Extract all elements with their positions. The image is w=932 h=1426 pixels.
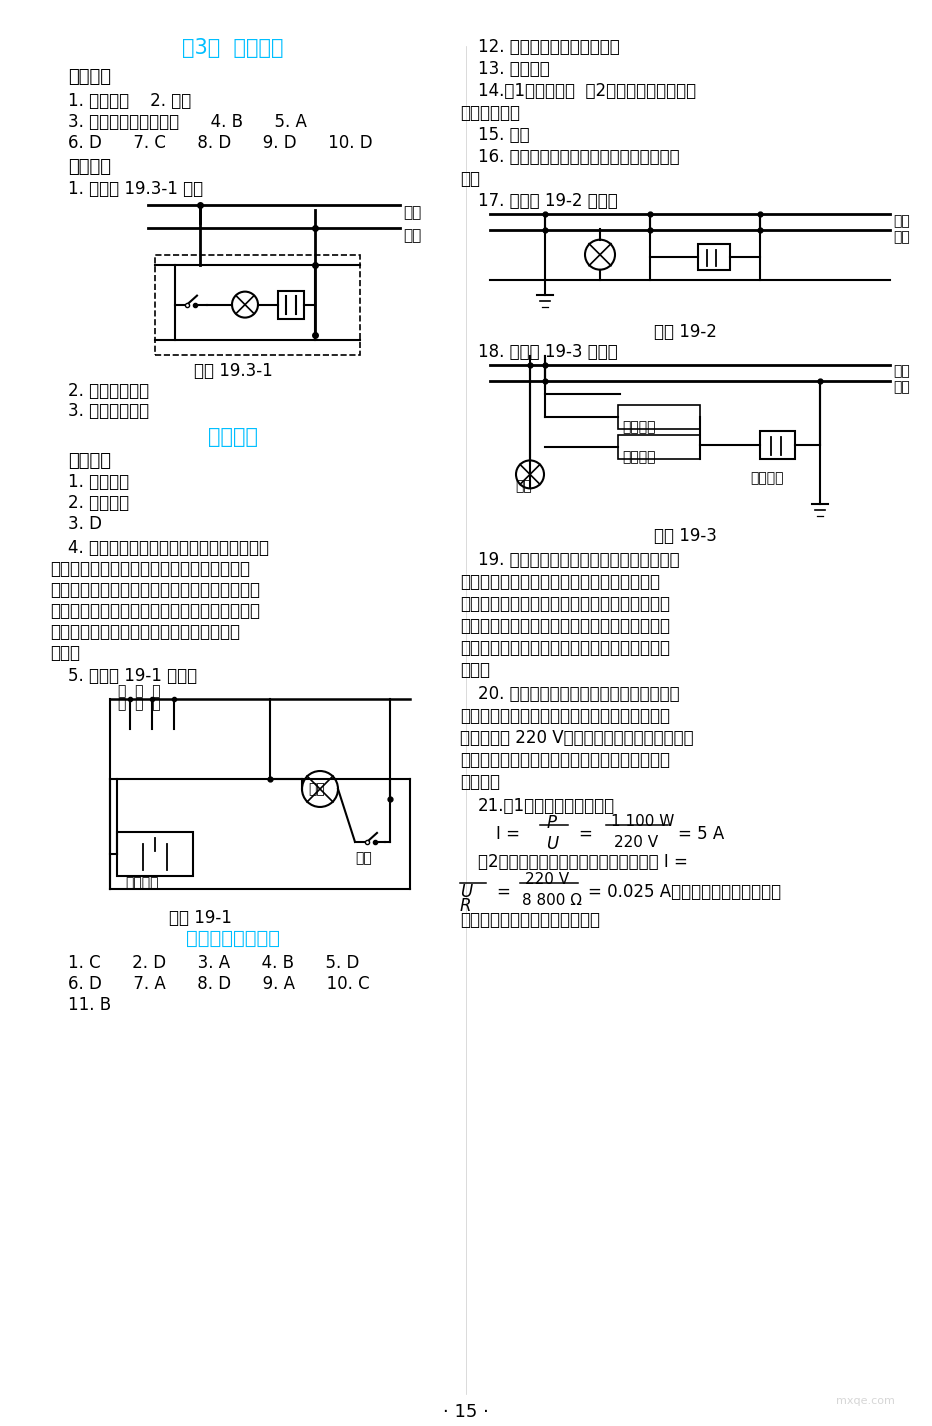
Text: 答图 19-3: 答图 19-3 — [653, 528, 717, 545]
Text: 原因是左边鸟与灯泡并联，电路一旦接通，其两: 原因是左边鸟与灯泡并联，电路一旦接通，其两 — [460, 707, 670, 724]
Text: 11. B: 11. B — [68, 995, 111, 1014]
Text: 4. 提示：家庭电路中的燕丝燕断是电流过大: 4. 提示：家庭电路中的燕丝燕断是电流过大 — [68, 539, 269, 558]
Text: 6. D      7. C      8. D      9. D      10. D: 6. D 7. C 8. D 9. D 10. D — [68, 134, 373, 151]
Text: U: U — [546, 836, 558, 853]
Text: 21.（1）通过燕丝的电流为: 21.（1）通过燕丝的电流为 — [478, 797, 615, 816]
Text: 原因。: 原因。 — [50, 645, 80, 662]
Text: 中考链接: 中考链接 — [68, 452, 111, 471]
Text: 1 100 W: 1 100 W — [611, 814, 675, 829]
Text: 的燕断电流，因此燕丝不会断。: 的燕断电流，因此燕丝不会断。 — [460, 911, 600, 928]
Text: 基础巩固: 基础巩固 — [68, 68, 111, 86]
Text: 火线: 火线 — [403, 205, 421, 220]
Text: 事故。: 事故。 — [460, 662, 490, 679]
Text: · 15 ·: · 15 · — [443, 1403, 489, 1422]
Text: 12. 电能表；总开关；保险盒: 12. 电能表；总开关；保险盒 — [478, 39, 620, 56]
Text: 引起的，造成电路中电流过大的原因可能是短: 引起的，造成电路中电流过大的原因可能是短 — [50, 560, 250, 579]
Text: 第3节  安全用电: 第3节 安全用电 — [183, 39, 283, 58]
Text: 220 V: 220 V — [614, 836, 658, 850]
Bar — [698, 244, 730, 270]
Text: = 0.025 A，这个电流远远低于燕丝: = 0.025 A，这个电流远远低于燕丝 — [588, 883, 781, 901]
Text: 零线: 零线 — [893, 230, 910, 244]
Text: 答图 19-2: 答图 19-2 — [653, 322, 717, 341]
Bar — [117, 831, 193, 876]
Text: 220 V: 220 V — [525, 871, 569, 887]
Text: 线并联，被导线短路，两脚之间没有电压，放相: 线并联，被导线短路，两脚之间没有电压，放相 — [460, 752, 670, 769]
Text: （2）当人体触电时，通过人体的电流为 I =: （2）当人体触电时，通过人体的电流为 I = — [478, 853, 688, 871]
Text: I =: I = — [496, 824, 520, 843]
Text: 线  线  线: 线 线 线 — [118, 697, 160, 712]
Text: 19. 变电站的墙上写着「高压危险，请勿靠: 19. 变电站的墙上写着「高压危险，请勿靠 — [478, 552, 679, 569]
Text: mxqe.com: mxqe.com — [836, 1396, 895, 1406]
Text: R: R — [460, 897, 472, 915]
FancyBboxPatch shape — [618, 405, 700, 429]
Text: 零  地  火: 零 地 火 — [118, 684, 160, 699]
Bar — [760, 432, 795, 459]
Text: 15. 电源: 15. 电源 — [478, 125, 529, 144]
Text: 火线: 火线 — [893, 365, 910, 378]
Text: 触电: 触电 — [460, 170, 480, 188]
Text: =: = — [496, 883, 510, 901]
Text: 本章复习: 本章复习 — [208, 428, 258, 448]
Text: 5. 如答图 19-1 所示。: 5. 如答图 19-1 所示。 — [68, 667, 198, 684]
Text: 13. 导体；短: 13. 导体；短 — [478, 60, 550, 78]
Text: 三孔插座: 三孔插座 — [750, 472, 784, 485]
Text: = 5 A: = 5 A — [678, 824, 724, 843]
Text: 总功率过大是造成电路中电流过大的最可能: 总功率过大是造成电路中电流过大的最可能 — [50, 623, 240, 642]
Text: 光控开关: 光控开关 — [622, 451, 655, 465]
Text: 灯泡: 灯泡 — [515, 479, 532, 493]
Text: 2. 火线；串: 2. 火线；串 — [68, 495, 130, 512]
Text: 答图 19.3-1: 答图 19.3-1 — [194, 362, 272, 379]
Text: 答图 19-1: 答图 19-1 — [169, 908, 231, 927]
FancyBboxPatch shape — [618, 435, 700, 459]
Text: 20. 左边鸟有触电危险，右边鸟相对安全，: 20. 左边鸟有触电危险，右边鸟相对安全， — [478, 684, 679, 703]
Text: =: = — [578, 824, 592, 843]
Text: 伏，甚至几百千伏，远远超出了安全电压，靠近: 伏，甚至几百千伏，远远超出了安全电压，靠近 — [460, 595, 670, 613]
Text: 第十九章水平测试: 第十九章水平测试 — [186, 928, 280, 948]
Text: 1. C      2. D      3. A      4. B      5. D: 1. C 2. D 3. A 4. B 5. D — [68, 954, 360, 971]
Text: 8 800 Ω: 8 800 Ω — [522, 893, 582, 908]
Text: 18. 如答图 19-3 所示。: 18. 如答图 19-3 所示。 — [478, 342, 618, 361]
Text: 1. 如答图 19.3-1 所示: 1. 如答图 19.3-1 所示 — [68, 180, 203, 198]
Text: 对安全。: 对安全。 — [460, 773, 500, 791]
Text: P: P — [547, 814, 557, 831]
Text: 零线: 零线 — [403, 228, 421, 242]
Text: 6. D      7. A      8. D      9. A      10. C: 6. D 7. A 8. D 9. A 10. C — [68, 975, 370, 992]
Bar — [278, 291, 304, 318]
Text: U: U — [460, 883, 473, 901]
Text: 16. 火；零；火；高压电弧触电；跨步电压: 16. 火；零；火；高压电弧触电；跨步电压 — [478, 148, 679, 165]
Text: 脚间电压为 220 V，有触电危险；而右边鸟与导: 脚间电压为 220 V，有触电危险；而右边鸟与导 — [460, 729, 693, 747]
Text: 开关: 开关 — [355, 851, 372, 866]
Text: 火线: 火线 — [893, 214, 910, 228]
Text: 2. 火；金属外壳: 2. 火；金属外壳 — [68, 382, 149, 399]
Text: 的总功率过大: 的总功率过大 — [460, 104, 520, 121]
Text: 壁灯: 壁灯 — [308, 781, 324, 796]
Text: 14.（1）燕丝燕断  （2）电路短路，用电器: 14.（1）燕丝燕断 （2）电路短路，用电器 — [478, 81, 696, 100]
Text: 声控开关: 声控开关 — [622, 421, 655, 435]
Text: 能力提升: 能力提升 — [68, 158, 111, 175]
Text: 3. 大；小；电流；火线      4. B      5. A: 3. 大；小；电流；火线 4. B 5. A — [68, 113, 307, 131]
Text: 17. 如答图 19-2 所示。: 17. 如答图 19-2 所示。 — [478, 191, 618, 210]
Text: 它时，高压带电体和人体之间就容易发生放电现: 它时，高压带电体和人体之间就容易发生放电现 — [460, 617, 670, 635]
Text: 调都属于大功率用电器，因此用电器同时工作时: 调都属于大功率用电器，因此用电器同时工作时 — [50, 602, 260, 620]
Text: 3. 试电笔；大地: 3. 试电笔；大地 — [68, 402, 149, 421]
Text: 路，也可能是用电器的总功率过大。电饭锅和空: 路，也可能是用电器的总功率过大。电饭锅和空 — [50, 582, 260, 599]
Text: 1. 高压危险    2. 不会: 1. 高压危险 2. 不会 — [68, 91, 191, 110]
Text: 三孔插座: 三孔插座 — [125, 876, 158, 890]
Text: 零线: 零线 — [893, 381, 910, 395]
Text: 3. D: 3. D — [68, 515, 102, 533]
Text: 象，这时就会有较大的电流通过人体，造成触电: 象，这时就会有较大的电流通过人体，造成触电 — [460, 639, 670, 657]
Text: 近」字样，这是因为高压线路的电压高达几千: 近」字样，这是因为高压线路的电压高达几千 — [460, 573, 660, 592]
Text: 1. 并；大地: 1. 并；大地 — [68, 473, 130, 492]
